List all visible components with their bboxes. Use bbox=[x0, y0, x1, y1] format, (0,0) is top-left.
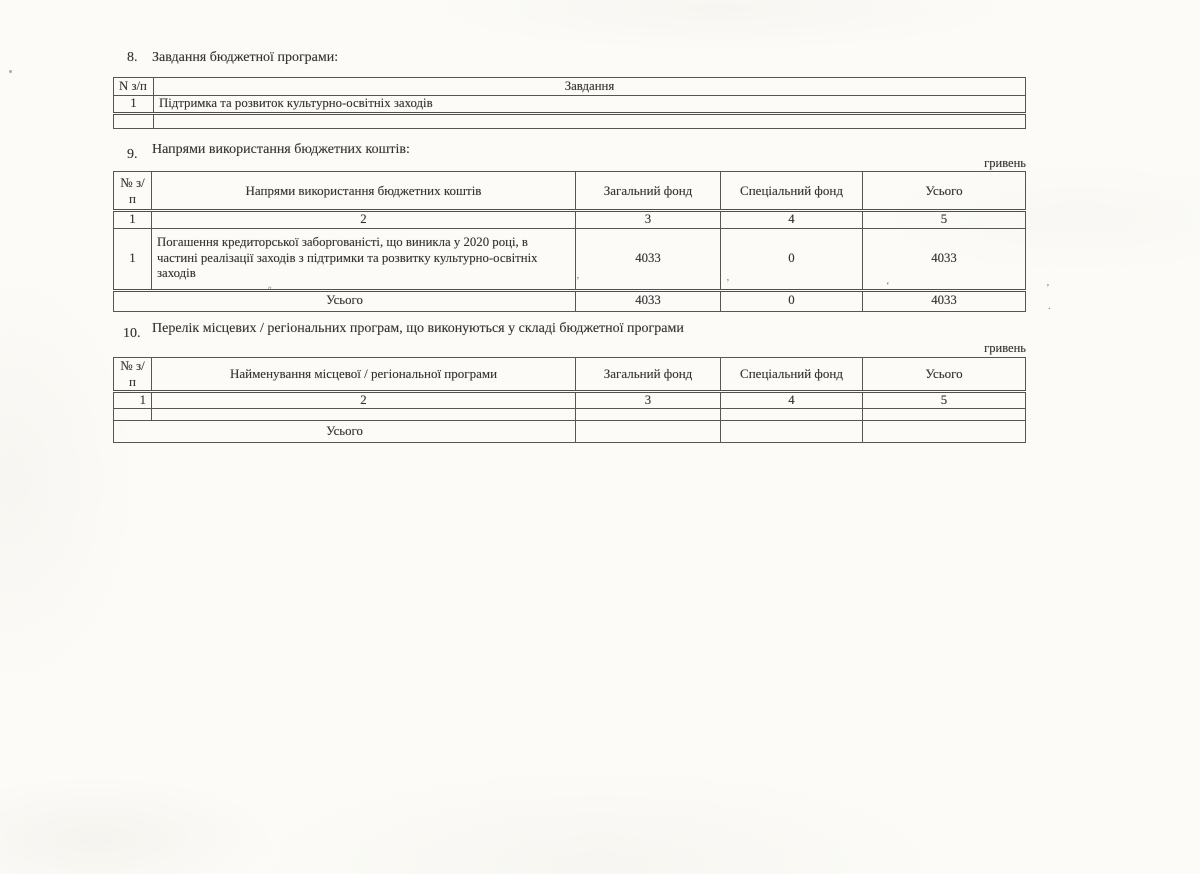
total-general-fund bbox=[575, 420, 721, 444]
col-number: 4 bbox=[720, 389, 863, 410]
task-row-number: 1 bbox=[113, 95, 154, 115]
scan-speck: ’ bbox=[1046, 282, 1050, 294]
programs-header-row: № з/п Найменування місцевої / регіональн… bbox=[113, 357, 1026, 392]
empty-cell bbox=[113, 112, 154, 129]
col-number: 1 bbox=[113, 389, 152, 410]
directions-header-general: Загальний фонд bbox=[575, 171, 721, 211]
programs-empty-row bbox=[113, 408, 1026, 422]
scan-speck bbox=[9, 70, 12, 73]
direction-row-number: 1 bbox=[113, 227, 152, 291]
directions-header-row: № з/п Напрями використання бюджетних кош… bbox=[113, 171, 1026, 211]
empty-cell bbox=[720, 408, 863, 422]
section-10-number: 10. bbox=[123, 326, 141, 341]
total-label: Усього bbox=[113, 420, 576, 444]
col-number: 3 bbox=[575, 389, 721, 410]
empty-cell bbox=[575, 408, 721, 422]
tasks-table-empty-row bbox=[113, 112, 1026, 129]
programs-header-total: Усього bbox=[862, 357, 1026, 392]
section-8-title: Завдання бюджетної програми: bbox=[152, 50, 339, 65]
programs-header-general: Загальний фонд bbox=[575, 357, 721, 392]
programs-table: № з/п Найменування місцевої / регіональн… bbox=[113, 357, 1026, 444]
programs-header-number: № з/п bbox=[113, 357, 152, 392]
task-row-text: Підтримка та розвиток культурно-освітніх… bbox=[153, 95, 1026, 115]
directions-table: № з/п Напрями використання бюджетних кош… bbox=[113, 171, 1026, 312]
col-number: 5 bbox=[862, 209, 1026, 229]
directions-header-name: Напрями використання бюджетних коштів bbox=[151, 171, 576, 211]
scan-speck: ’ bbox=[576, 275, 580, 287]
section-9-title: Напрями використання бюджетних коштів: bbox=[152, 142, 410, 157]
total-sum: 4033 bbox=[862, 288, 1026, 312]
directions-colnumber-row: 1 2 3 4 5 bbox=[113, 209, 1026, 229]
empty-cell bbox=[151, 408, 576, 422]
direction-row-special: 0 bbox=[720, 227, 863, 291]
programs-total-row: Усього bbox=[113, 420, 1026, 444]
scan-speck: ’ bbox=[726, 277, 730, 289]
total-label: Усього bbox=[113, 288, 576, 312]
empty-cell bbox=[862, 408, 1026, 422]
empty-cell bbox=[113, 408, 152, 422]
col-number: 5 bbox=[862, 389, 1026, 410]
col-number: 2 bbox=[151, 389, 576, 410]
scan-speck: ʺ bbox=[268, 285, 272, 295]
tasks-header-task: Завдання bbox=[153, 77, 1026, 96]
col-number: 1 bbox=[113, 209, 152, 229]
total-sum bbox=[862, 420, 1026, 444]
currency-note: гривень bbox=[984, 156, 1026, 170]
tasks-table-header-row: N з/п Завдання bbox=[113, 77, 1026, 96]
section-9-number: 9. bbox=[127, 147, 138, 162]
section-10-title: Перелік місцевих / регіональних програм,… bbox=[152, 321, 684, 336]
currency-note: гривень bbox=[984, 341, 1026, 355]
total-special-fund: 0 bbox=[720, 288, 863, 312]
section-8-number: 8. bbox=[127, 50, 138, 65]
col-number: 4 bbox=[720, 209, 863, 229]
tasks-header-number: N з/п bbox=[113, 77, 154, 96]
directions-header-number: № з/п bbox=[113, 171, 152, 211]
col-number: 2 bbox=[151, 209, 576, 229]
directions-data-row: 1 Погашення кредиторської заборгованісті… bbox=[113, 227, 1026, 291]
scan-speck: . bbox=[1048, 300, 1051, 312]
total-general-fund: 4033 bbox=[575, 288, 721, 312]
tasks-table-row: 1 Підтримка та розвиток культурно-освітн… bbox=[113, 95, 1026, 115]
direction-row-total: 4033 bbox=[862, 227, 1026, 291]
directions-header-total: Усього bbox=[862, 171, 1026, 211]
programs-colnumber-row: 1 2 3 4 5 bbox=[113, 389, 1026, 410]
direction-row-text: Погашення кредиторської заборгованісті, … bbox=[151, 227, 576, 291]
programs-header-special: Спеціальний фонд bbox=[720, 357, 863, 392]
col-number: 3 bbox=[575, 209, 721, 229]
tasks-table: N з/п Завдання 1 Підтримка та розвиток к… bbox=[113, 77, 1026, 129]
directions-header-special: Спеціальний фонд bbox=[720, 171, 863, 211]
scan-speck: ‘ bbox=[886, 280, 890, 292]
total-special-fund bbox=[720, 420, 863, 444]
directions-total-row: Усього 4033 0 4033 bbox=[113, 288, 1026, 312]
programs-header-name: Найменування місцевої / регіональної про… bbox=[151, 357, 576, 392]
direction-row-general: 4033 bbox=[575, 227, 721, 291]
empty-cell bbox=[153, 112, 1026, 129]
